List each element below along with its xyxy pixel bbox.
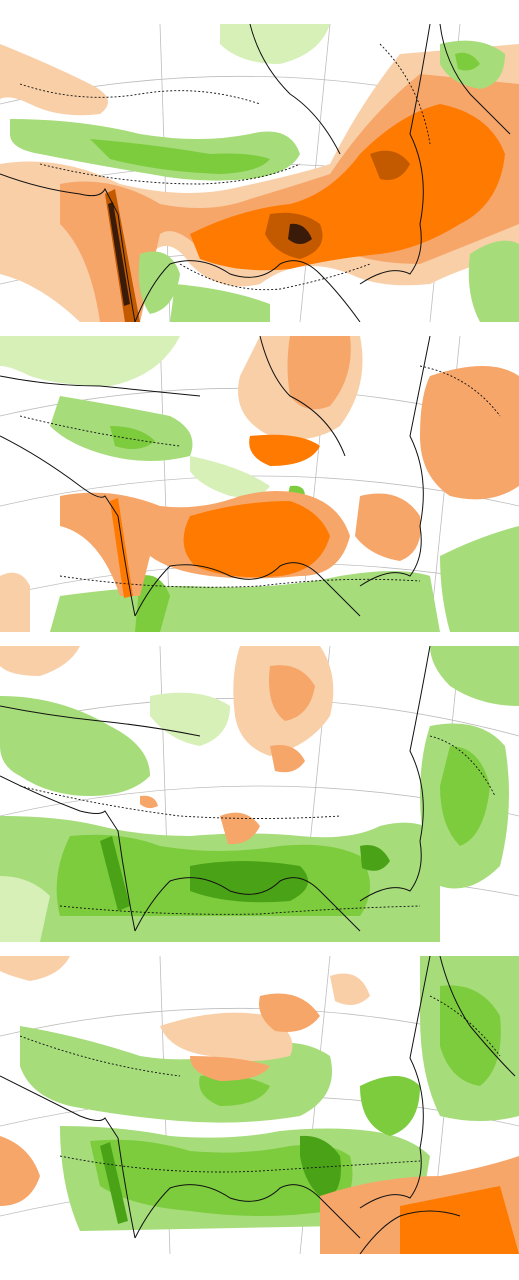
panel-1-svg — [0, 24, 519, 322]
wet-anomaly-layer — [20, 956, 519, 1231]
coastline-layer — [0, 24, 511, 322]
panel-3-svg — [0, 646, 519, 942]
panel-gap-3 — [0, 942, 519, 956]
significance-contours — [19, 735, 496, 915]
wet-anomaly-layer — [0, 646, 519, 942]
map-panel-4 — [0, 956, 519, 1254]
panel-2-svg — [0, 336, 519, 632]
coastline-layer — [0, 956, 516, 1254]
map-panel-1 — [0, 24, 519, 322]
panel-gap-1 — [0, 322, 519, 336]
map-panel-2 — [0, 336, 519, 632]
dry-anomaly-layer — [0, 956, 519, 1254]
panel-gap-2 — [0, 632, 519, 646]
dry-anomaly-layer — [0, 44, 519, 322]
coastline-layer — [0, 336, 431, 617]
significance-contours — [19, 365, 501, 588]
wet-anomaly-layer — [0, 336, 519, 632]
map-panel-3 — [0, 646, 519, 942]
panel-4-svg — [0, 956, 519, 1254]
wet-anomaly-layer — [10, 24, 519, 322]
significance-contours — [19, 43, 431, 291]
coastline-layer — [0, 646, 431, 932]
dry-anomaly-layer — [0, 646, 334, 845]
significance-contours — [19, 995, 501, 1173]
